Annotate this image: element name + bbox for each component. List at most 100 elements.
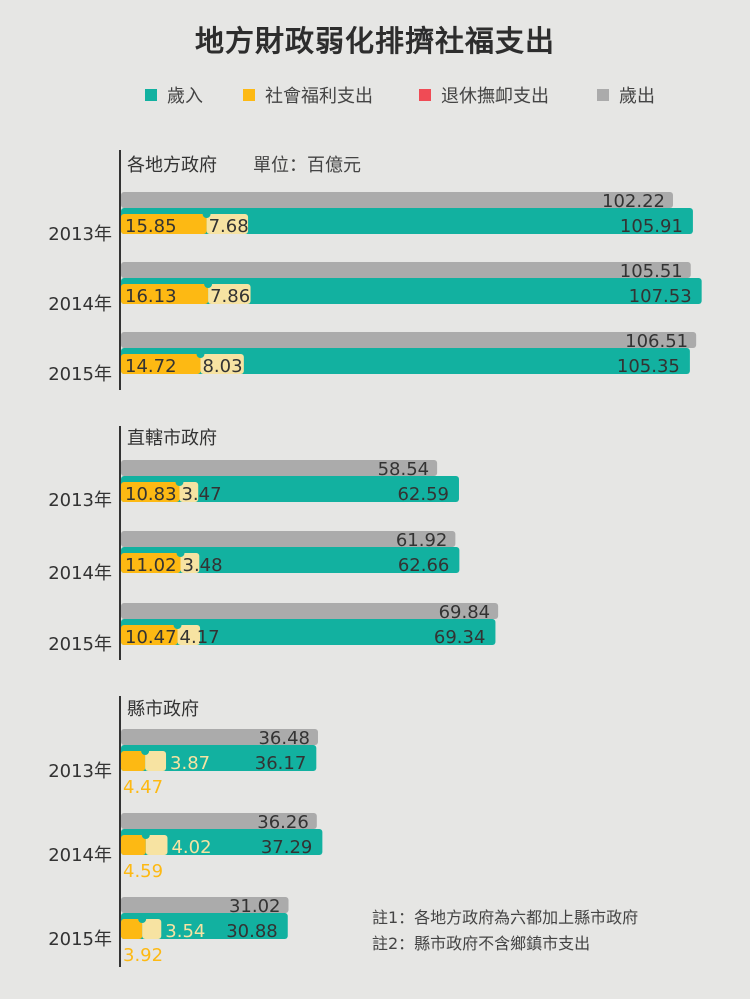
- legend-item-social-welfare: 社會福利支出: [243, 82, 373, 108]
- revenue-value-0-0: 105.91: [620, 216, 683, 237]
- expenditure-bar-1-0: [121, 460, 438, 476]
- social-value-2-1: 4.59: [123, 861, 163, 882]
- panel-title-0: 各地方政府: [127, 155, 217, 176]
- expenditure-bar-0-2: [121, 332, 697, 348]
- bar-joint-0-2: [196, 350, 205, 358]
- expenditure-bar-2-0: [121, 729, 318, 745]
- revenue-bar-1-1: [121, 547, 460, 573]
- year-label-1-0: 2013年: [48, 490, 112, 511]
- year-label-1-2: 2015年: [48, 634, 112, 655]
- revenue-value-1-0: 62.59: [397, 484, 449, 505]
- social-bar-2-2: [121, 919, 143, 939]
- legend: 歲入 社會福利支出 退休撫卹支出 歲出: [0, 82, 750, 108]
- pension-value-1-2: 4.17: [180, 627, 220, 648]
- social-bar-0-2: [121, 354, 201, 374]
- pension-value-1-1: 3.48: [183, 555, 223, 576]
- bar-joint-2-2: [138, 915, 147, 923]
- bar-joint-0-1: [204, 280, 213, 288]
- social-bar-0-0: [121, 214, 207, 234]
- pension-value-2-1: 4.02: [171, 837, 211, 858]
- note-2: 註2：縣市政府不含鄉鎮市支出: [372, 934, 591, 953]
- legend-swatch-expenditure: [597, 89, 609, 101]
- pension-value-0-1: 7.86: [210, 286, 250, 307]
- expenditure-value-0-2: 106.51: [625, 331, 688, 352]
- revenue-value-1-1: 62.66: [398, 555, 450, 576]
- social-value-2-2: 3.92: [123, 945, 163, 966]
- pension-bar-1-2: [177, 625, 201, 645]
- revenue-bar-0-0: [121, 208, 693, 234]
- panel-unit-0: 單位：百億元: [253, 155, 361, 176]
- panel-title-2: 縣市政府: [127, 699, 199, 720]
- pension-value-2-0: 3.87: [170, 753, 210, 774]
- expenditure-value-1-1: 61.92: [396, 530, 448, 551]
- pension-bar-0-1: [208, 284, 251, 304]
- expenditure-bar-1-1: [121, 531, 456, 547]
- year-label-2-2: 2015年: [48, 929, 112, 950]
- pension-bar-2-1: [145, 835, 168, 855]
- revenue-bar-2-2: [121, 913, 288, 939]
- revenue-bar-0-2: [121, 348, 690, 374]
- legend-item-revenue: 歲入: [145, 82, 203, 108]
- social-value-0-0: 15.85: [125, 216, 177, 237]
- bar-joint-2-1: [141, 831, 150, 839]
- bar-joint-1-1: [176, 549, 185, 557]
- expenditure-bar-0-0: [121, 192, 673, 208]
- social-value-0-1: 16.13: [125, 286, 177, 307]
- legend-label-social-welfare: 社會福利支出: [265, 86, 373, 107]
- page-title: 地方財政弱化排擠社福支出: [194, 24, 555, 58]
- legend-label-expenditure: 歲出: [619, 86, 655, 107]
- bar-joint-1-0: [175, 478, 184, 486]
- social-bar-2-1: [121, 835, 146, 855]
- social-value-1-1: 11.02: [125, 555, 177, 576]
- expenditure-value-2-0: 36.48: [258, 728, 310, 749]
- pension-value-2-2: 3.54: [165, 921, 205, 942]
- legend-label-pension: 退休撫卹支出: [441, 86, 549, 107]
- pension-bar-1-1: [180, 553, 200, 573]
- legend-swatch-pension: [419, 89, 431, 101]
- pension-bar-1-0: [179, 482, 199, 502]
- legend-label-revenue: 歲入: [167, 86, 203, 107]
- pension-value-0-0: 7.68: [209, 216, 249, 237]
- year-label-2-0: 2013年: [48, 761, 112, 782]
- social-bar-1-2: [121, 625, 178, 645]
- social-value-1-2: 10.47: [125, 627, 177, 648]
- year-label-0-1: 2014年: [48, 294, 112, 315]
- panel-title-1: 直轄市政府: [127, 428, 217, 449]
- expenditure-value-0-1: 105.51: [620, 261, 683, 282]
- expenditure-bar-0-1: [121, 262, 691, 278]
- revenue-bar-1-2: [121, 619, 496, 645]
- social-value-1-0: 10.83: [125, 484, 177, 505]
- legend-swatch-social-welfare: [243, 89, 255, 101]
- bar-joint-0-0: [202, 210, 211, 218]
- year-label-0-0: 2013年: [48, 224, 112, 245]
- pension-bar-2-2: [142, 919, 162, 939]
- social-bar-0-1: [121, 284, 209, 304]
- year-label-2-1: 2014年: [48, 845, 112, 866]
- bar-joint-2-0: [141, 747, 150, 755]
- year-label-1-1: 2014年: [48, 563, 112, 584]
- expenditure-bar-1-2: [121, 603, 499, 619]
- pension-bar-0-2: [200, 354, 244, 374]
- pension-bar-0-0: [206, 214, 249, 234]
- expenditure-value-2-2: 31.02: [229, 896, 281, 917]
- expenditure-value-2-1: 36.26: [257, 812, 309, 833]
- revenue-bar-1-0: [121, 476, 459, 502]
- revenue-value-1-2: 69.34: [434, 627, 486, 648]
- social-bar-2-0: [121, 751, 146, 771]
- social-value-2-0: 4.47: [123, 777, 163, 798]
- social-value-0-2: 14.72: [125, 356, 177, 377]
- expenditure-bar-2-2: [121, 897, 289, 913]
- revenue-value-0-1: 107.53: [629, 286, 692, 307]
- social-bar-1-1: [121, 553, 181, 573]
- note-1: 註1：各地方政府為六都加上縣市政府: [372, 908, 639, 927]
- revenue-bar-2-0: [121, 745, 317, 771]
- year-label-0-2: 2015年: [48, 364, 112, 385]
- social-bar-1-0: [121, 482, 180, 502]
- revenue-value-0-2: 105.35: [617, 356, 680, 377]
- revenue-value-2-1: 37.29: [261, 837, 313, 858]
- revenue-bar-0-1: [121, 278, 702, 304]
- legend-item-expenditure: 歲出: [597, 82, 655, 108]
- revenue-value-2-2: 30.88: [226, 921, 278, 942]
- revenue-bar-2-1: [121, 829, 323, 855]
- expenditure-value-1-0: 58.54: [378, 459, 430, 480]
